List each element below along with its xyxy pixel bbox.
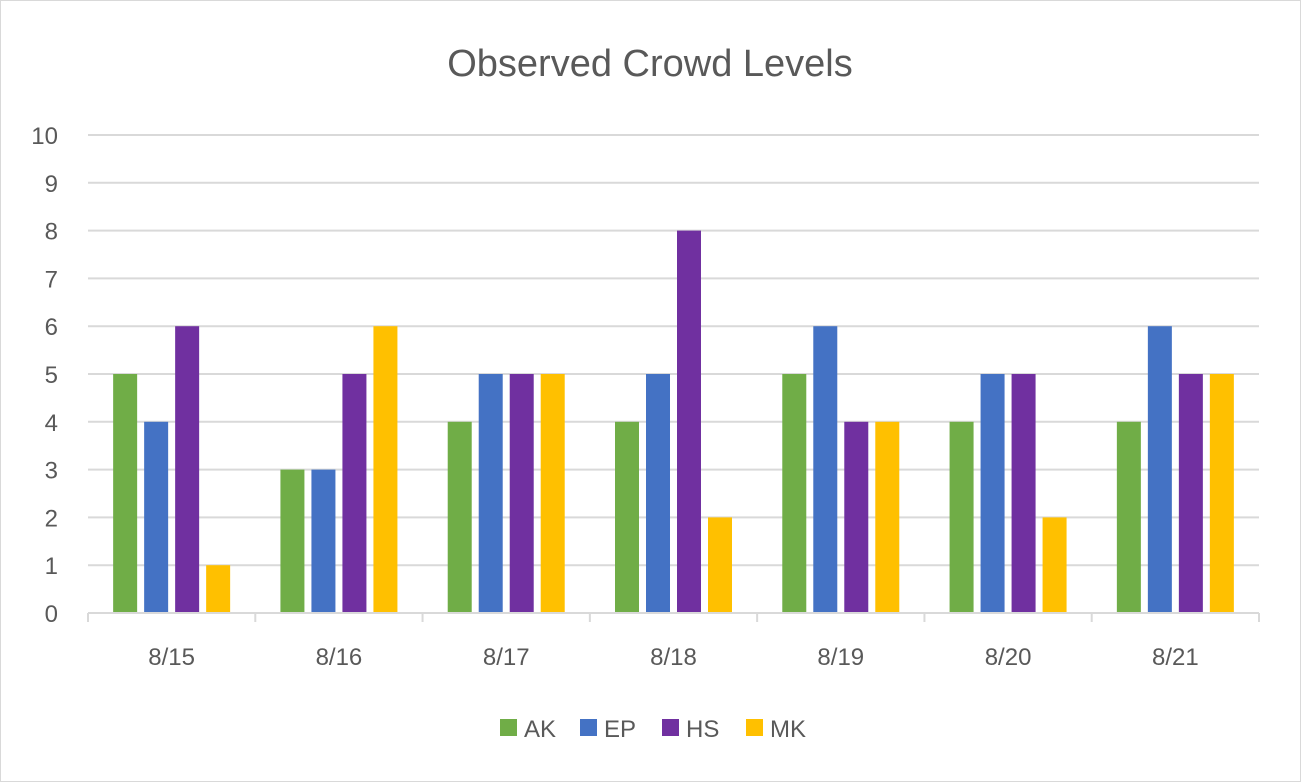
x-axis-ticks: 8/15 8/16 8/17 8/18 8/19 8/20 8/21: [148, 644, 1198, 671]
legend-label-hs: HS: [686, 716, 719, 743]
legend-label-ak: AK: [524, 716, 556, 743]
bar-ak-8-16: [280, 469, 305, 613]
x-tick-label: 8/20: [985, 644, 1032, 671]
y-tick-label: 7: [45, 266, 58, 293]
bar-ak-8-18: [615, 421, 639, 613]
x-tick-label: 8/21: [1152, 644, 1199, 671]
legend-label-ep: EP: [604, 716, 636, 743]
bar-mk-8-20: [1042, 517, 1067, 613]
gridlines: [88, 134, 1259, 567]
y-tick-label: 1: [45, 553, 58, 580]
y-tick-label: 10: [31, 123, 58, 150]
bar-hs-8-21: [1178, 374, 1203, 613]
y-tick-label: 0: [45, 601, 58, 628]
x-axis: [87, 612, 1260, 622]
bar-hs-8-18: [677, 230, 701, 613]
bar-ep-8-17: [478, 374, 503, 613]
bar-mk-8-19: [875, 421, 900, 613]
bar-ak-8-21: [1116, 421, 1141, 613]
y-tick-label: 2: [45, 505, 58, 532]
legend-swatch-ak: [500, 719, 517, 736]
y-tick-label: 3: [45, 458, 58, 485]
bar-ep-8-21: [1147, 326, 1172, 613]
y-tick-label: 9: [45, 171, 58, 198]
legend-swatch-hs: [662, 719, 679, 736]
bar-mk-8-17: [540, 374, 565, 613]
y-tick-label: 5: [45, 362, 58, 389]
bar-mk-8-15: [206, 565, 231, 613]
y-tick-label: 4: [45, 410, 58, 437]
x-tick-label: 8/18: [650, 644, 697, 671]
legend-label-mk: MK: [770, 716, 806, 743]
bar-hs-8-19: [844, 421, 869, 613]
chart-title: Observed Crowd Levels: [447, 43, 853, 85]
y-tick-label: 6: [45, 314, 58, 341]
legend: AK EP HS MK: [500, 716, 806, 743]
x-tick-label: 8/16: [316, 644, 363, 671]
bar-ak-8-15: [113, 374, 138, 613]
legend-swatch-mk: [746, 719, 763, 736]
legend-swatch-ep: [580, 719, 597, 736]
bar-hs-8-17: [509, 374, 534, 613]
bar-hs-8-16: [342, 374, 367, 613]
bars: [113, 230, 1234, 613]
bar-ak-8-20: [949, 421, 974, 613]
bar-hs-8-15: [175, 326, 200, 613]
bar-ep-8-19: [813, 326, 838, 613]
bar-ep-8-18: [646, 374, 670, 613]
bar-mk-8-21: [1209, 374, 1234, 613]
y-axis-ticks: 0 1 2 3 4 5 6 7 8 9 10: [31, 123, 58, 628]
bar-hs-8-20: [1011, 374, 1036, 613]
bar-mk-8-18: [708, 517, 732, 613]
bar-ep-8-20: [980, 374, 1005, 613]
bar-ak-8-17: [447, 421, 472, 613]
x-tick-label: 8/17: [483, 644, 530, 671]
bar-ep-8-16: [311, 469, 336, 613]
bar-mk-8-16: [373, 326, 398, 613]
x-tick-label: 8/19: [817, 644, 864, 671]
x-tick-label: 8/15: [148, 644, 195, 671]
bar-ak-8-19: [782, 374, 807, 613]
bar-ep-8-15: [144, 421, 169, 613]
y-tick-label: 8: [45, 219, 58, 246]
